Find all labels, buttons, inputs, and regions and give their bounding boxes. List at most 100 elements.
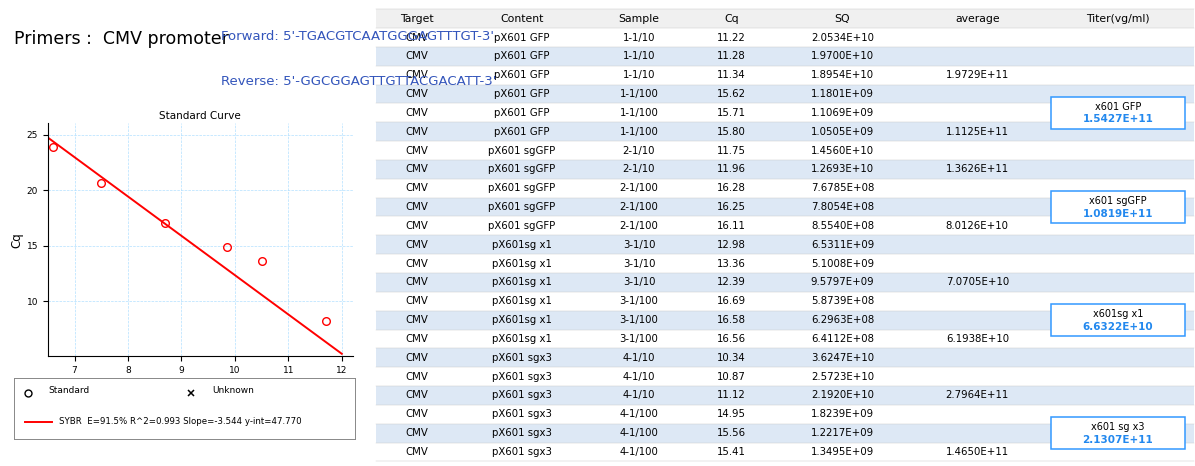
Text: Target: Target bbox=[400, 14, 434, 24]
Text: 5.8739E+08: 5.8739E+08 bbox=[811, 296, 874, 306]
Text: CMV: CMV bbox=[405, 296, 428, 306]
Text: 1-1/100: 1-1/100 bbox=[619, 89, 658, 99]
Text: pX601 sgx3: pX601 sgx3 bbox=[492, 371, 552, 382]
Text: 12.98: 12.98 bbox=[717, 240, 746, 250]
Text: CMV: CMV bbox=[405, 51, 428, 62]
Text: CMV: CMV bbox=[405, 371, 428, 382]
Text: pX601 sgx3: pX601 sgx3 bbox=[492, 409, 552, 419]
Text: 7.8054E+08: 7.8054E+08 bbox=[811, 202, 874, 212]
Text: 1-1/10: 1-1/10 bbox=[623, 70, 655, 80]
Text: CMV: CMV bbox=[405, 89, 428, 99]
Text: 1.8954E+10: 1.8954E+10 bbox=[811, 70, 874, 80]
Text: pX601sg x1: pX601sg x1 bbox=[492, 259, 552, 268]
Text: 11.28: 11.28 bbox=[717, 51, 746, 62]
Text: 4-1/10: 4-1/10 bbox=[623, 371, 655, 382]
Text: 11.75: 11.75 bbox=[717, 145, 746, 156]
Y-axis label: Cq: Cq bbox=[11, 232, 24, 248]
Text: 3-1/10: 3-1/10 bbox=[623, 277, 655, 288]
Text: Unknown: Unknown bbox=[212, 386, 253, 395]
Text: 6.6322E+10: 6.6322E+10 bbox=[1083, 322, 1153, 331]
Text: 1.1069E+09: 1.1069E+09 bbox=[811, 108, 874, 118]
Title: Standard Curve: Standard Curve bbox=[159, 111, 241, 121]
Text: 4-1/100: 4-1/100 bbox=[619, 428, 658, 438]
Text: CMV: CMV bbox=[405, 127, 428, 137]
Text: 2.1920E+10: 2.1920E+10 bbox=[811, 391, 874, 400]
Text: pX601sg x1: pX601sg x1 bbox=[492, 277, 552, 288]
Text: CMV: CMV bbox=[405, 164, 428, 174]
Text: 3-1/100: 3-1/100 bbox=[619, 296, 658, 306]
Text: 1-1/10: 1-1/10 bbox=[623, 51, 655, 62]
Text: 4-1/100: 4-1/100 bbox=[619, 409, 658, 419]
Text: pX601 sgGFP: pX601 sgGFP bbox=[489, 145, 556, 156]
Text: 1-1/10: 1-1/10 bbox=[623, 33, 655, 42]
Text: CMV: CMV bbox=[405, 447, 428, 457]
Text: Forward: 5'-TGACGTCAATGGGAGTTTGT-3': Forward: 5'-TGACGTCAATGGGAGTTTGT-3' bbox=[221, 30, 494, 43]
Text: 13.36: 13.36 bbox=[717, 259, 746, 268]
Text: 2-1/100: 2-1/100 bbox=[619, 221, 658, 231]
Text: 4-1/10: 4-1/10 bbox=[623, 391, 655, 400]
Text: 2-1/10: 2-1/10 bbox=[623, 164, 655, 174]
Text: 2.0534E+10: 2.0534E+10 bbox=[811, 33, 874, 42]
Text: 3-1/100: 3-1/100 bbox=[619, 334, 658, 344]
Text: CMV: CMV bbox=[405, 391, 428, 400]
Text: pX601sg x1: pX601sg x1 bbox=[492, 334, 552, 344]
Text: CMV: CMV bbox=[405, 202, 428, 212]
Text: 2.1307E+11: 2.1307E+11 bbox=[1083, 434, 1153, 445]
Text: 11.96: 11.96 bbox=[717, 164, 746, 174]
Text: CMV: CMV bbox=[405, 334, 428, 344]
Text: 4-1/10: 4-1/10 bbox=[623, 353, 655, 363]
Text: pX601 GFP: pX601 GFP bbox=[495, 51, 550, 62]
Text: 3.6247E+10: 3.6247E+10 bbox=[811, 353, 874, 363]
Text: x601 sg x3: x601 sg x3 bbox=[1091, 422, 1145, 432]
Text: 4-1/100: 4-1/100 bbox=[619, 447, 658, 457]
Text: 12.39: 12.39 bbox=[717, 277, 746, 288]
Text: CMV: CMV bbox=[405, 315, 428, 325]
Text: pX601 GFP: pX601 GFP bbox=[495, 33, 550, 42]
Text: pX601 sgGFP: pX601 sgGFP bbox=[489, 221, 556, 231]
Text: 16.11: 16.11 bbox=[717, 221, 746, 231]
Text: CMV: CMV bbox=[405, 145, 428, 156]
Text: pX601 sgGFP: pX601 sgGFP bbox=[489, 164, 556, 174]
Text: CMV: CMV bbox=[405, 70, 428, 80]
Text: Titer(vg/ml): Titer(vg/ml) bbox=[1086, 14, 1150, 24]
Text: Reverse: 5'-GGCGGAGTTGTTACGACATT-3': Reverse: 5'-GGCGGAGTTGTTACGACATT-3' bbox=[221, 75, 496, 88]
Text: SQ: SQ bbox=[834, 14, 851, 24]
Text: SYBR  E=91.5% R^2=0.993 Slope=-3.544 y-int=47.770: SYBR E=91.5% R^2=0.993 Slope=-3.544 y-in… bbox=[59, 417, 301, 425]
Text: Sample: Sample bbox=[619, 14, 660, 24]
Text: 15.62: 15.62 bbox=[717, 89, 746, 99]
Text: CMV: CMV bbox=[405, 33, 428, 42]
Text: CMV: CMV bbox=[405, 221, 428, 231]
Text: pX601 GFP: pX601 GFP bbox=[495, 127, 550, 137]
Text: 2-1/10: 2-1/10 bbox=[623, 145, 655, 156]
Text: 15.41: 15.41 bbox=[717, 447, 746, 457]
Text: 1.9729E+11: 1.9729E+11 bbox=[945, 70, 1009, 80]
Text: 11.12: 11.12 bbox=[717, 391, 746, 400]
Text: 1.8239E+09: 1.8239E+09 bbox=[811, 409, 874, 419]
Text: 2-1/100: 2-1/100 bbox=[619, 183, 658, 193]
Text: 2.5723E+10: 2.5723E+10 bbox=[811, 371, 874, 382]
Text: CMV: CMV bbox=[405, 428, 428, 438]
Text: 14.95: 14.95 bbox=[717, 409, 746, 419]
X-axis label: Log Starting Quantity: Log Starting Quantity bbox=[145, 381, 256, 391]
Text: 16.58: 16.58 bbox=[717, 315, 746, 325]
Text: x601 sgGFP: x601 sgGFP bbox=[1089, 196, 1147, 206]
Text: 5.1008E+09: 5.1008E+09 bbox=[811, 259, 874, 268]
Text: pX601sg x1: pX601sg x1 bbox=[492, 315, 552, 325]
Text: CMV: CMV bbox=[405, 277, 428, 288]
Text: 1.4650E+11: 1.4650E+11 bbox=[945, 447, 1009, 457]
Text: 8.0126E+10: 8.0126E+10 bbox=[946, 221, 1009, 231]
Text: 1.5427E+11: 1.5427E+11 bbox=[1083, 114, 1153, 124]
Text: CMV: CMV bbox=[405, 409, 428, 419]
Text: 16.56: 16.56 bbox=[717, 334, 746, 344]
Text: Cq: Cq bbox=[724, 14, 739, 24]
Text: 6.1938E+10: 6.1938E+10 bbox=[945, 334, 1009, 344]
Text: 1.4560E+10: 1.4560E+10 bbox=[811, 145, 874, 156]
Text: CMV: CMV bbox=[405, 183, 428, 193]
Text: 6.2963E+08: 6.2963E+08 bbox=[811, 315, 874, 325]
Text: 16.28: 16.28 bbox=[717, 183, 746, 193]
Text: 1.0505E+09: 1.0505E+09 bbox=[811, 127, 874, 137]
Text: 9.5797E+09: 9.5797E+09 bbox=[810, 277, 875, 288]
Text: 1-1/100: 1-1/100 bbox=[619, 108, 658, 118]
Text: pX601 sgx3: pX601 sgx3 bbox=[492, 391, 552, 400]
Text: 10.87: 10.87 bbox=[717, 371, 746, 382]
